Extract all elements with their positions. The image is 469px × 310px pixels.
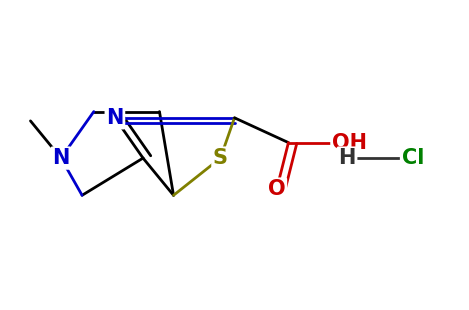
Text: S: S xyxy=(213,148,228,168)
Text: Cl: Cl xyxy=(401,148,424,168)
Text: OH: OH xyxy=(332,133,367,153)
Text: N: N xyxy=(52,148,70,168)
Text: N: N xyxy=(106,108,124,128)
Text: H: H xyxy=(338,148,356,168)
Text: O: O xyxy=(268,179,286,199)
